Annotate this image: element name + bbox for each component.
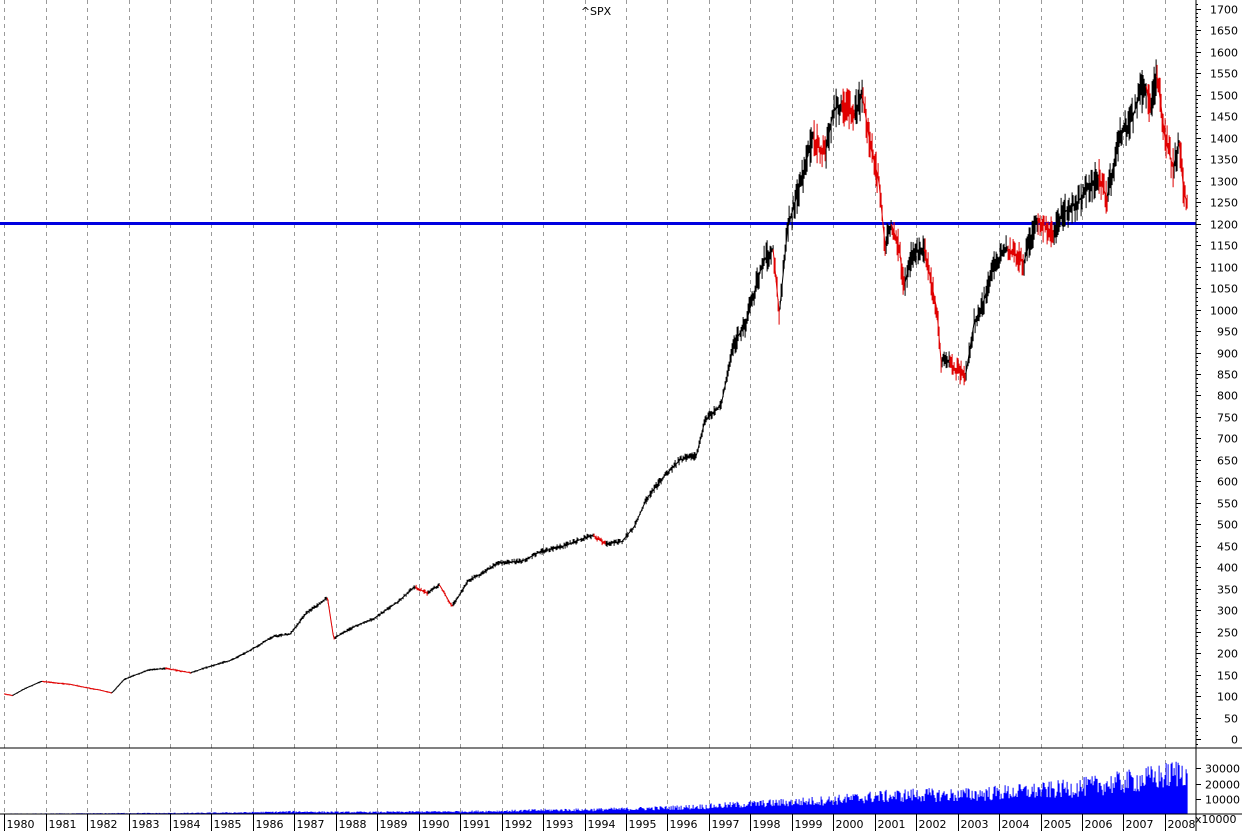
y-tick-label-950: 950 bbox=[1217, 326, 1238, 339]
y-tick-label-200: 200 bbox=[1217, 648, 1238, 661]
x-tick-label-2008: 2008 bbox=[1168, 818, 1196, 831]
y-tick-label-1000: 1000 bbox=[1210, 305, 1238, 318]
x-tick-label-2007: 2007 bbox=[1126, 818, 1154, 831]
y-tick-label-1700: 1700 bbox=[1210, 4, 1238, 17]
x-tick-label-1982: 1982 bbox=[90, 818, 118, 831]
y-tick-label-1150: 1150 bbox=[1210, 240, 1238, 253]
x-tick-label-1983: 1983 bbox=[132, 818, 160, 831]
y-tick-label-1400: 1400 bbox=[1210, 133, 1238, 146]
y-tick-label-700: 700 bbox=[1217, 433, 1238, 446]
y-tick-label-400: 400 bbox=[1217, 562, 1238, 575]
x-tick-label-1997: 1997 bbox=[712, 818, 740, 831]
x-tick-label-1980: 1980 bbox=[7, 818, 35, 831]
x-tick-label-2005: 2005 bbox=[1044, 818, 1072, 831]
volume-tick-label-10000: 10000 bbox=[1205, 794, 1240, 807]
x-tick-label-2003: 2003 bbox=[961, 818, 989, 831]
x-tick-label-2006: 2006 bbox=[1085, 818, 1113, 831]
x-tick-label-1986: 1986 bbox=[256, 818, 284, 831]
y-tick-label-650: 650 bbox=[1217, 455, 1238, 468]
y-tick-label-550: 550 bbox=[1217, 498, 1238, 511]
x-tick-label-1994: 1994 bbox=[588, 818, 616, 831]
y-tick-label-850: 850 bbox=[1217, 369, 1238, 382]
x-tick-label-2004: 2004 bbox=[1002, 818, 1030, 831]
x-axis: 1980 1981 1982 1983 1984 1985 1986 1987 1988 1989… bbox=[4, 814, 1196, 831]
x-tick-label-1985: 1985 bbox=[214, 818, 242, 831]
x-tick-label-1996: 1996 bbox=[670, 818, 698, 831]
y-tick-label-750: 750 bbox=[1217, 412, 1238, 425]
x-tick-label-1991: 1991 bbox=[463, 818, 491, 831]
y-tick-label-1100: 1100 bbox=[1210, 262, 1238, 275]
volume-tick-label-30000: 30000 bbox=[1205, 763, 1240, 776]
y-tick-label-1050: 1050 bbox=[1210, 283, 1238, 296]
y-tick-label-900: 900 bbox=[1217, 348, 1238, 361]
y-tick-label-500: 500 bbox=[1217, 519, 1238, 532]
x-tick-label-1987: 1987 bbox=[297, 818, 325, 831]
y-tick-label-600: 600 bbox=[1217, 476, 1238, 489]
x-tick-label-1995: 1995 bbox=[629, 818, 657, 831]
x-tick-label-2002: 2002 bbox=[919, 818, 947, 831]
volume-unit-label: x10000 bbox=[1195, 813, 1237, 826]
y-tick-label-1200: 1200 bbox=[1210, 219, 1238, 232]
x-tick-label-1992: 1992 bbox=[505, 818, 533, 831]
x-tick-label-1993: 1993 bbox=[546, 818, 574, 831]
y-tick-label-250: 250 bbox=[1217, 627, 1238, 640]
x-tick-label-2001: 2001 bbox=[878, 818, 906, 831]
y-tick-label-1250: 1250 bbox=[1210, 197, 1238, 210]
y-tick-label-350: 350 bbox=[1217, 584, 1238, 597]
x-tick-label-1998: 1998 bbox=[753, 818, 781, 831]
chart-title: ^SPX bbox=[581, 5, 612, 18]
y-tick-label-300: 300 bbox=[1217, 605, 1238, 618]
x-tick-label-1984: 1984 bbox=[173, 818, 201, 831]
y-tick-label-150: 150 bbox=[1217, 670, 1238, 683]
x-tick-label-1990: 1990 bbox=[422, 818, 450, 831]
y-tick-label-1600: 1600 bbox=[1210, 47, 1238, 60]
volume-y-axis: 10000 20000 30000 bbox=[1196, 763, 1240, 807]
price-series bbox=[4, 59, 1188, 697]
y-tick-label-1650: 1650 bbox=[1210, 25, 1238, 38]
y-tick-label-1500: 1500 bbox=[1210, 90, 1238, 103]
y-tick-label-1550: 1550 bbox=[1210, 68, 1238, 81]
y-tick-label-1450: 1450 bbox=[1210, 111, 1238, 124]
x-tick-label-1989: 1989 bbox=[380, 818, 408, 831]
y-tick-label-800: 800 bbox=[1217, 390, 1238, 403]
x-tick-label-1988: 1988 bbox=[339, 818, 367, 831]
y-tick-label-450: 450 bbox=[1217, 541, 1238, 554]
y-tick-label-100: 100 bbox=[1217, 691, 1238, 704]
y-tick-label-50: 50 bbox=[1224, 713, 1238, 726]
x-tick-label-2000: 2000 bbox=[836, 818, 864, 831]
y-tick-label-0: 0 bbox=[1231, 734, 1238, 747]
price-line-down bbox=[4, 64, 1188, 697]
price-line-up bbox=[11, 59, 1180, 696]
y-tick-label-1300: 1300 bbox=[1210, 176, 1238, 189]
x-tick-label-1999: 1999 bbox=[795, 818, 823, 831]
x-tick-label-1981: 1981 bbox=[49, 818, 77, 831]
y-tick-label-1350: 1350 bbox=[1210, 154, 1238, 167]
volume-tick-label-20000: 20000 bbox=[1205, 779, 1240, 792]
